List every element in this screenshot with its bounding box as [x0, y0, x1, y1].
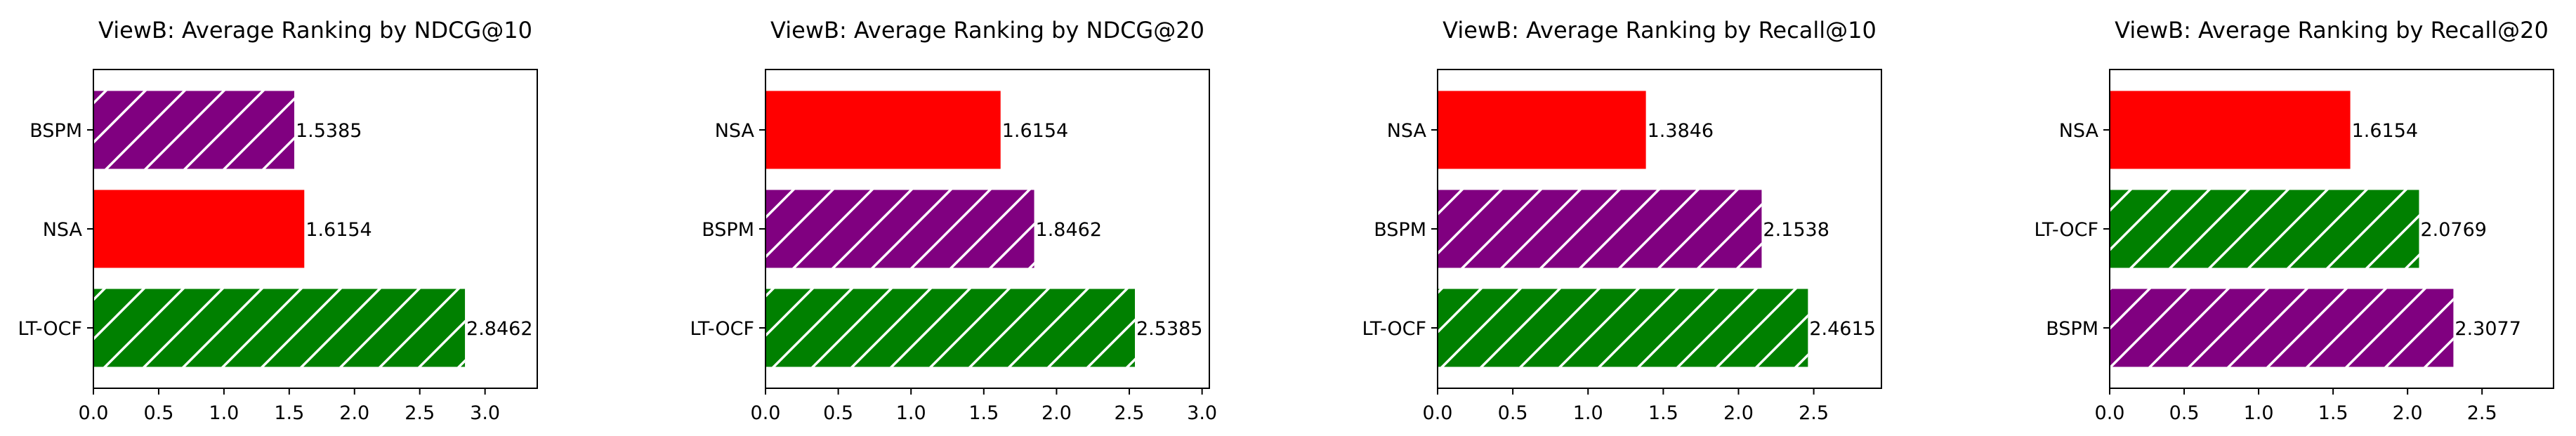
data-label: 2.3077 [2455, 318, 2521, 340]
plot-frame [1437, 69, 1882, 389]
bar [2110, 91, 2351, 169]
x-tick-label: 0.0 [79, 402, 109, 424]
x-tick-label: 2.5 [2467, 402, 2497, 424]
x-tick-label: 0.0 [2095, 402, 2125, 424]
chart-panel-1: ViewB: Average Ranking by NDCG@10 2.8462 L… [18, 17, 538, 424]
data-label: 2.5385 [1136, 318, 1202, 340]
x-tick-label: 1.0 [209, 402, 239, 424]
x-tick-label: 3.0 [470, 402, 500, 424]
x-tick-label: 2.5 [1115, 402, 1145, 424]
x-tick-label: 2.5 [1799, 402, 1829, 424]
data-label: 2.0769 [2420, 219, 2486, 241]
bar-hatch [93, 91, 294, 169]
bar [93, 190, 305, 268]
chart-panel-3: ViewB: Average Ranking by Recall@10 2.461… [1362, 17, 1882, 424]
x-tick-label: 1.5 [274, 402, 304, 424]
y-tick-label: LT-OCF [18, 318, 82, 340]
chart-title: ViewB: Average Ranking by NDCG@20 [770, 17, 1204, 44]
x-tick-label: 3.0 [1187, 402, 1217, 424]
y-tick-label: NSA [2059, 120, 2099, 142]
x-tick-label: 1.0 [1573, 402, 1603, 424]
x-tick-label: 2.0 [1723, 402, 1754, 424]
bar [1438, 91, 1646, 169]
y-tick-label: NSA [715, 120, 755, 142]
data-label: 1.6154 [1002, 120, 1068, 142]
data-label: 2.1538 [1763, 219, 1829, 241]
x-tick-label: 0.0 [1423, 402, 1453, 424]
y-tick-label: LT-OCF [2035, 219, 2098, 241]
x-tick-label: 1.5 [968, 402, 999, 424]
bar-hatch [765, 190, 1034, 268]
y-tick-label: LT-OCF [1362, 318, 1426, 340]
chart-title: ViewB: Average Ranking by Recall@10 [1443, 17, 1877, 44]
bar [765, 91, 1001, 169]
bar-hatch [1438, 289, 1808, 367]
x-tick-label: 2.0 [2393, 402, 2423, 424]
x-tick-label: 0.5 [143, 402, 173, 424]
bar-hatch [93, 289, 466, 367]
data-label: 1.6154 [305, 219, 372, 241]
y-tick-label: NSA [43, 219, 83, 241]
y-tick-label: NSA [1387, 120, 1427, 142]
x-tick-label: 0.0 [751, 402, 781, 424]
plot-frame [93, 69, 538, 389]
x-tick-label: 1.0 [896, 402, 926, 424]
data-label: 1.6154 [2352, 120, 2418, 142]
x-tick-label: 0.5 [823, 402, 853, 424]
data-label: 1.5385 [296, 120, 362, 142]
x-tick-label: 0.5 [1498, 402, 1528, 424]
bar-hatch [2110, 289, 2454, 367]
data-label: 2.4615 [1809, 318, 1875, 340]
x-tick-label: 1.5 [2318, 402, 2348, 424]
x-tick-label: 0.5 [2169, 402, 2200, 424]
x-tick-label: 2.0 [1041, 402, 1072, 424]
bar-hatch [2110, 190, 2419, 268]
data-label: 1.3846 [1648, 120, 1714, 142]
x-tick-label: 2.5 [405, 402, 435, 424]
plot-frame [2109, 69, 2554, 389]
y-tick-label: BSPM [702, 219, 754, 241]
y-tick-label: BSPM [29, 120, 82, 142]
plot-frame [765, 69, 1210, 389]
x-tick-label: 1.0 [2244, 402, 2274, 424]
chart-title: ViewB: Average Ranking by Recall@20 [2115, 17, 2549, 44]
y-tick-label: LT-OCF [690, 318, 754, 340]
y-tick-label: BSPM [1374, 219, 1426, 241]
y-tick-label: BSPM [2046, 318, 2098, 340]
data-label: 2.8462 [466, 318, 532, 340]
x-tick-label: 2.0 [339, 402, 369, 424]
chart-title: ViewB: Average Ranking by NDCG@10 [98, 17, 532, 44]
chart-panel-4: ViewB: Average Ranking by Recall@20 2.307… [2035, 17, 2554, 424]
bar-hatch [765, 289, 1136, 367]
data-label: 1.8462 [1036, 219, 1102, 241]
bar-hatch [1438, 190, 1762, 268]
chart-panel-2: ViewB: Average Ranking by NDCG@20 2.5385 L… [690, 17, 1218, 424]
x-tick-label: 1.5 [1648, 402, 1678, 424]
